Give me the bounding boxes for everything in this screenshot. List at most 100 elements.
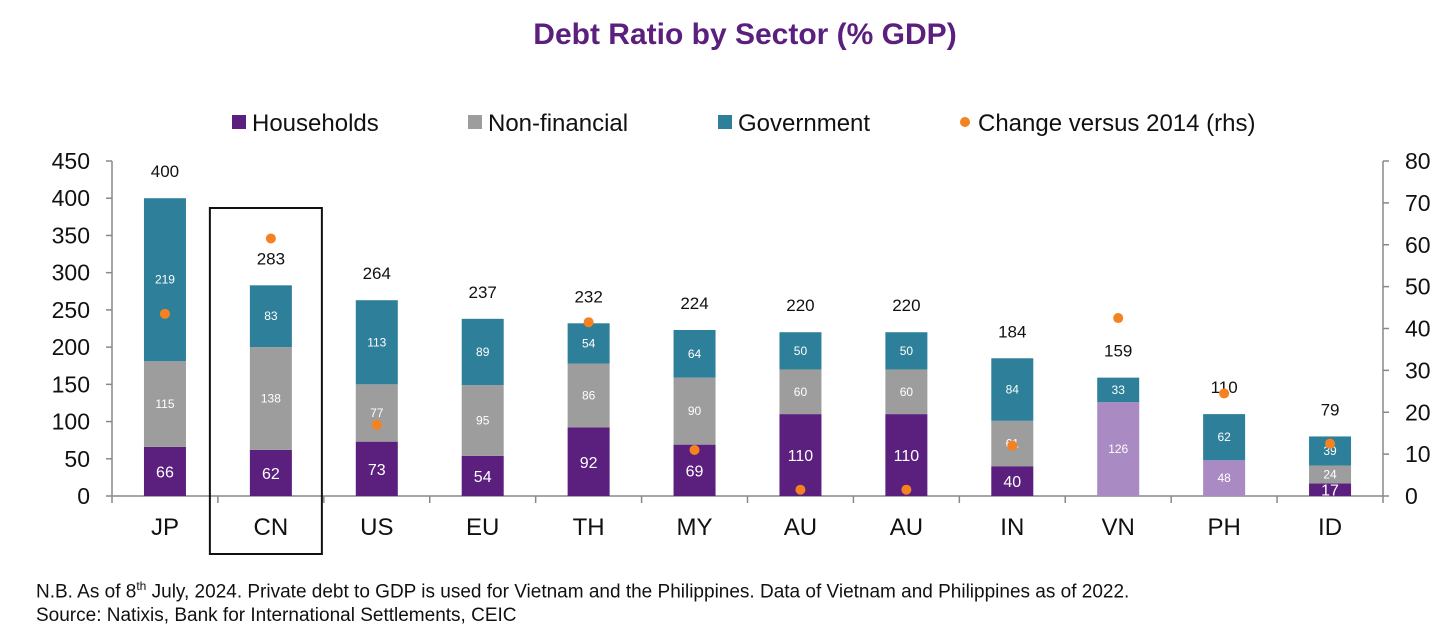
change-dot — [1325, 438, 1336, 449]
bar-segment — [461, 455, 504, 496]
bar-segment — [779, 332, 822, 370]
segment-label: 113 — [367, 335, 386, 349]
segment-label: 33 — [1112, 383, 1126, 397]
segment-label: 54 — [582, 336, 596, 350]
y-right-tick-label: 80 — [1405, 148, 1431, 174]
footnote-sup: th — [136, 579, 147, 593]
segment-label: 138 — [261, 391, 281, 405]
y-right-tick-label: 40 — [1405, 316, 1431, 342]
segment-label: 83 — [264, 309, 278, 323]
bar-segment — [461, 385, 504, 456]
bar-segment — [779, 414, 822, 496]
segment-label: 40 — [1003, 474, 1021, 491]
change-dot — [265, 233, 276, 244]
bar-segment — [673, 329, 716, 378]
axes: 0 50 100 150 200 250 300 350 400 450 0 10 20 30 40 50 60… — [52, 148, 1431, 555]
x-tick-label: EU — [466, 514, 499, 541]
segment-label: 86 — [582, 389, 596, 403]
segment-label: 84 — [1006, 383, 1020, 397]
segment-label: 219 — [155, 273, 175, 287]
bar-segment — [1309, 483, 1352, 496]
bar-segment — [673, 377, 716, 445]
change-dot — [689, 444, 700, 455]
total-label: 283 — [257, 249, 285, 268]
total-label: 184 — [998, 322, 1026, 341]
debt-ratio-chart: Households Non-financial Government Change … — [52, 110, 1431, 555]
segment-label: 110 — [894, 448, 920, 465]
segment-label: 77 — [370, 406, 384, 420]
total-label: 224 — [680, 294, 708, 313]
segment-label: 66 — [156, 464, 174, 481]
segment-label: 39 — [1323, 444, 1337, 458]
total-label: 220 — [786, 296, 814, 315]
change-dot — [795, 484, 806, 495]
bar-segment — [143, 198, 186, 362]
segment-label: 17 — [1321, 483, 1339, 500]
segment-label: 60 — [794, 385, 808, 399]
y-left-tick-label: 350 — [52, 222, 90, 248]
total-label: 79 — [1321, 400, 1340, 419]
y-left-tick-label: 150 — [52, 371, 90, 397]
segment-label: 69 — [686, 463, 704, 480]
x-tick-label: AU — [890, 514, 923, 541]
x-tick-label: VN — [1102, 514, 1135, 541]
legend-label: Non-financial — [488, 110, 628, 137]
segment-label: 50 — [900, 344, 914, 358]
bar-segment — [249, 347, 292, 450]
legend: Households Non-financial Government Change … — [232, 110, 1255, 137]
y-left-tick-label: 450 — [52, 148, 90, 174]
total-label: 264 — [363, 264, 391, 283]
bar-segment — [567, 323, 610, 364]
bar-segment — [249, 285, 292, 348]
legend-label: Change versus 2014 (rhs) — [978, 110, 1255, 137]
segment-label: 50 — [794, 344, 808, 358]
segment-label: 64 — [688, 347, 702, 361]
bar-segment — [1203, 414, 1246, 461]
segment-label: 24 — [1323, 467, 1337, 481]
change-dot — [1007, 440, 1018, 451]
change-dot — [1219, 388, 1230, 399]
legend-dot — [960, 117, 970, 127]
bar-segment — [567, 363, 610, 428]
segment-label: 115 — [155, 397, 174, 411]
total-label: 159 — [1104, 342, 1132, 361]
footnote: N.B. As of 8th July, 2024. Private debt … — [36, 574, 1129, 628]
y-right-tick-label: 0 — [1405, 483, 1418, 509]
segment-label: 60 — [900, 385, 914, 399]
y-right-tick-label: 60 — [1405, 232, 1431, 258]
bar-segment — [1097, 402, 1140, 496]
segment-label: 110 — [788, 448, 814, 465]
bar-segment — [143, 361, 186, 447]
data-labels: 66 115 219 400 62 138 83 283 73 77 113 264 54 95 89 237… — [151, 162, 1340, 499]
bar-segment — [143, 446, 186, 496]
y-right-tick-label: 70 — [1405, 190, 1431, 216]
x-tick-label: TH — [573, 514, 605, 541]
segment-label: 95 — [476, 413, 490, 427]
change-dot — [371, 419, 382, 430]
segment-label: 92 — [580, 455, 598, 472]
x-tick-label: JP — [151, 514, 179, 541]
bar-segment — [355, 300, 398, 385]
bar-segment — [1097, 377, 1140, 403]
segment-label: 126 — [1108, 442, 1128, 456]
bar-segment — [355, 441, 398, 496]
bar-segment — [355, 384, 398, 442]
total-label: 237 — [469, 283, 497, 302]
footnote-line-1: N.B. As of 8th July, 2024. Private debt … — [36, 574, 1129, 604]
x-tick-label: IN — [1000, 514, 1024, 541]
change-dots — [159, 233, 1336, 495]
change-dot — [901, 484, 912, 495]
bar-segment — [1203, 460, 1246, 496]
total-label: 232 — [574, 287, 602, 306]
footnote-source: Source: Natixis, Bank for International … — [36, 605, 517, 627]
total-label: 110 — [1211, 378, 1238, 397]
footnote-prefix: N.B. As of 8 — [36, 581, 137, 603]
y-right-tick-label: 20 — [1405, 399, 1431, 425]
total-label: 220 — [892, 296, 920, 315]
x-tick-label: US — [360, 514, 393, 541]
legend-label: Households — [252, 110, 379, 137]
y-left-tick-label: 250 — [52, 297, 90, 323]
bar-segment — [779, 369, 822, 415]
x-tick-label: ID — [1318, 514, 1342, 541]
total-label: 400 — [151, 162, 179, 181]
